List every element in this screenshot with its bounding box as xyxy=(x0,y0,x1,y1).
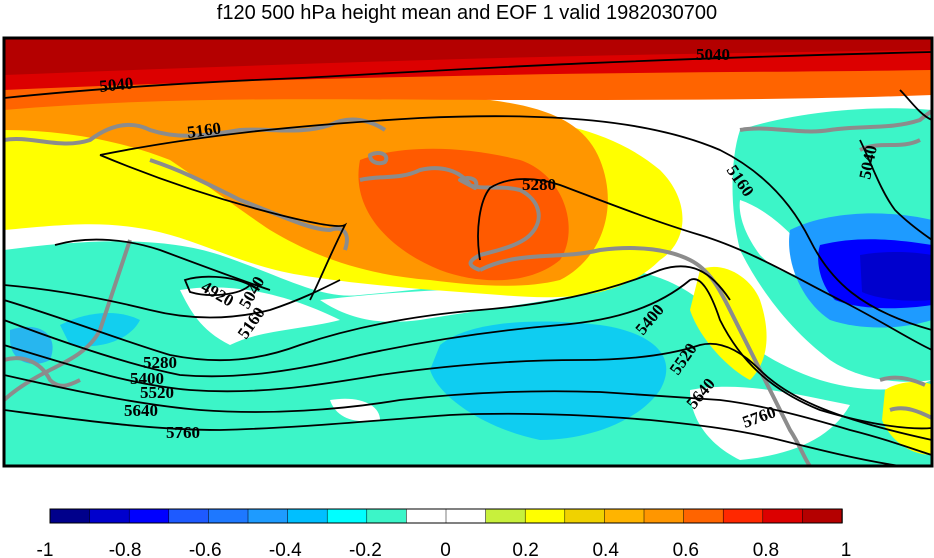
colorbar-tick-label: 0.6 xyxy=(673,540,699,558)
colorbar-cell xyxy=(564,508,606,524)
plot-title: f120 500 hPa height mean and EOF 1 valid… xyxy=(216,2,718,24)
shade-lightblue-centre xyxy=(430,321,667,440)
coastline-arctic-e2 xyxy=(859,138,921,152)
colorbar-cell xyxy=(128,508,170,524)
contour-label: 5040 xyxy=(98,74,134,96)
colorbar-tick-label: -1 xyxy=(37,540,54,558)
colorbar-cell xyxy=(762,508,804,524)
colorbar-cell xyxy=(604,508,645,524)
coastline-se xyxy=(879,375,926,387)
colorbar-cell xyxy=(366,508,408,524)
map-frame xyxy=(2,36,934,468)
shade-darkblue-east xyxy=(860,251,932,301)
contour-5280-ak xyxy=(477,178,932,351)
shade-top-band-darkred xyxy=(4,38,932,75)
colorbar-tick-label: -0.2 xyxy=(349,540,382,558)
colorbar-cell xyxy=(247,508,289,524)
contour-east-lobe xyxy=(899,89,932,121)
coastline-gulf xyxy=(479,246,812,466)
contour-5520-mid xyxy=(4,342,932,441)
colorbar-cell xyxy=(524,508,566,524)
colorbar-cell xyxy=(802,508,843,524)
contour-5040-mid xyxy=(54,238,271,291)
colorbar-tick-label: 0.2 xyxy=(512,540,538,558)
coastline-siberia xyxy=(149,158,349,251)
contour-5040-north xyxy=(4,51,932,99)
colorbar-cell xyxy=(168,508,210,524)
map-panel: 5040 5040 5040 5040 5160 5160 5160 5280 … xyxy=(2,36,934,468)
contour-5160-loop xyxy=(99,154,348,301)
contour-4920 xyxy=(183,275,252,296)
colorbar-tick-label: 0 xyxy=(440,540,451,558)
shade-blue-west2 xyxy=(10,326,53,364)
colorbar-cell xyxy=(683,508,724,524)
colorbar-frame xyxy=(49,508,843,524)
coastline-se2 xyxy=(889,406,932,420)
contour-label: 5640 xyxy=(124,401,158,420)
contour-label: 5160 xyxy=(186,118,222,142)
colorbar-cell xyxy=(643,508,685,524)
colorbar-cell xyxy=(287,508,328,524)
contour-5400-mid xyxy=(4,278,932,430)
contour-5040-east xyxy=(859,139,932,241)
colorbar-cell xyxy=(485,508,526,524)
colorbar-cell xyxy=(406,508,447,524)
colorbar-tick-label: -0.8 xyxy=(109,540,142,558)
colorbar-cell xyxy=(208,508,249,524)
colorbar-tick-labels: -1 -0.8 -0.6 -0.4 -0.2 0 0.2 0.4 0.6 0.8 1 xyxy=(37,540,852,558)
height-contours xyxy=(4,51,932,466)
contour-5280-mid xyxy=(4,265,731,362)
contour-5640-mid xyxy=(4,374,932,456)
contour-label: 5520 xyxy=(140,383,174,402)
contour-label: 5280 xyxy=(143,353,177,372)
colorbar-cell xyxy=(49,508,91,524)
colorbar-tick-label: 0.8 xyxy=(753,540,779,558)
colorbar-cell xyxy=(326,508,368,524)
colorbar-tick-label: -0.4 xyxy=(269,540,302,558)
contour-label: 5280 xyxy=(522,175,556,194)
contour-5160-north xyxy=(99,115,932,331)
shade-white-south-band xyxy=(180,287,340,345)
shade-redorange-core xyxy=(358,148,569,281)
coastline-island xyxy=(368,151,389,166)
contour-5160-mid xyxy=(4,279,341,319)
coastline-island2 xyxy=(458,176,479,190)
colorbar-tick-label: 0.4 xyxy=(592,540,619,558)
contour-5760-south xyxy=(4,409,901,466)
contour-label: 5760 xyxy=(166,423,200,442)
coastline-arctic-e xyxy=(739,109,932,134)
colorbar-tick-label: -0.6 xyxy=(189,540,222,558)
colorbar-cell xyxy=(722,508,764,524)
colorbar-tick-label: 1 xyxy=(841,540,852,558)
colorbar-cell xyxy=(445,508,487,524)
colorbar-cell xyxy=(89,508,130,524)
shading-layer xyxy=(4,38,932,466)
contour-label: 5040 xyxy=(696,45,730,64)
contour-label: 5400 xyxy=(130,369,164,388)
coastline-asia-south xyxy=(4,356,81,388)
colorbar-cells xyxy=(49,508,843,524)
